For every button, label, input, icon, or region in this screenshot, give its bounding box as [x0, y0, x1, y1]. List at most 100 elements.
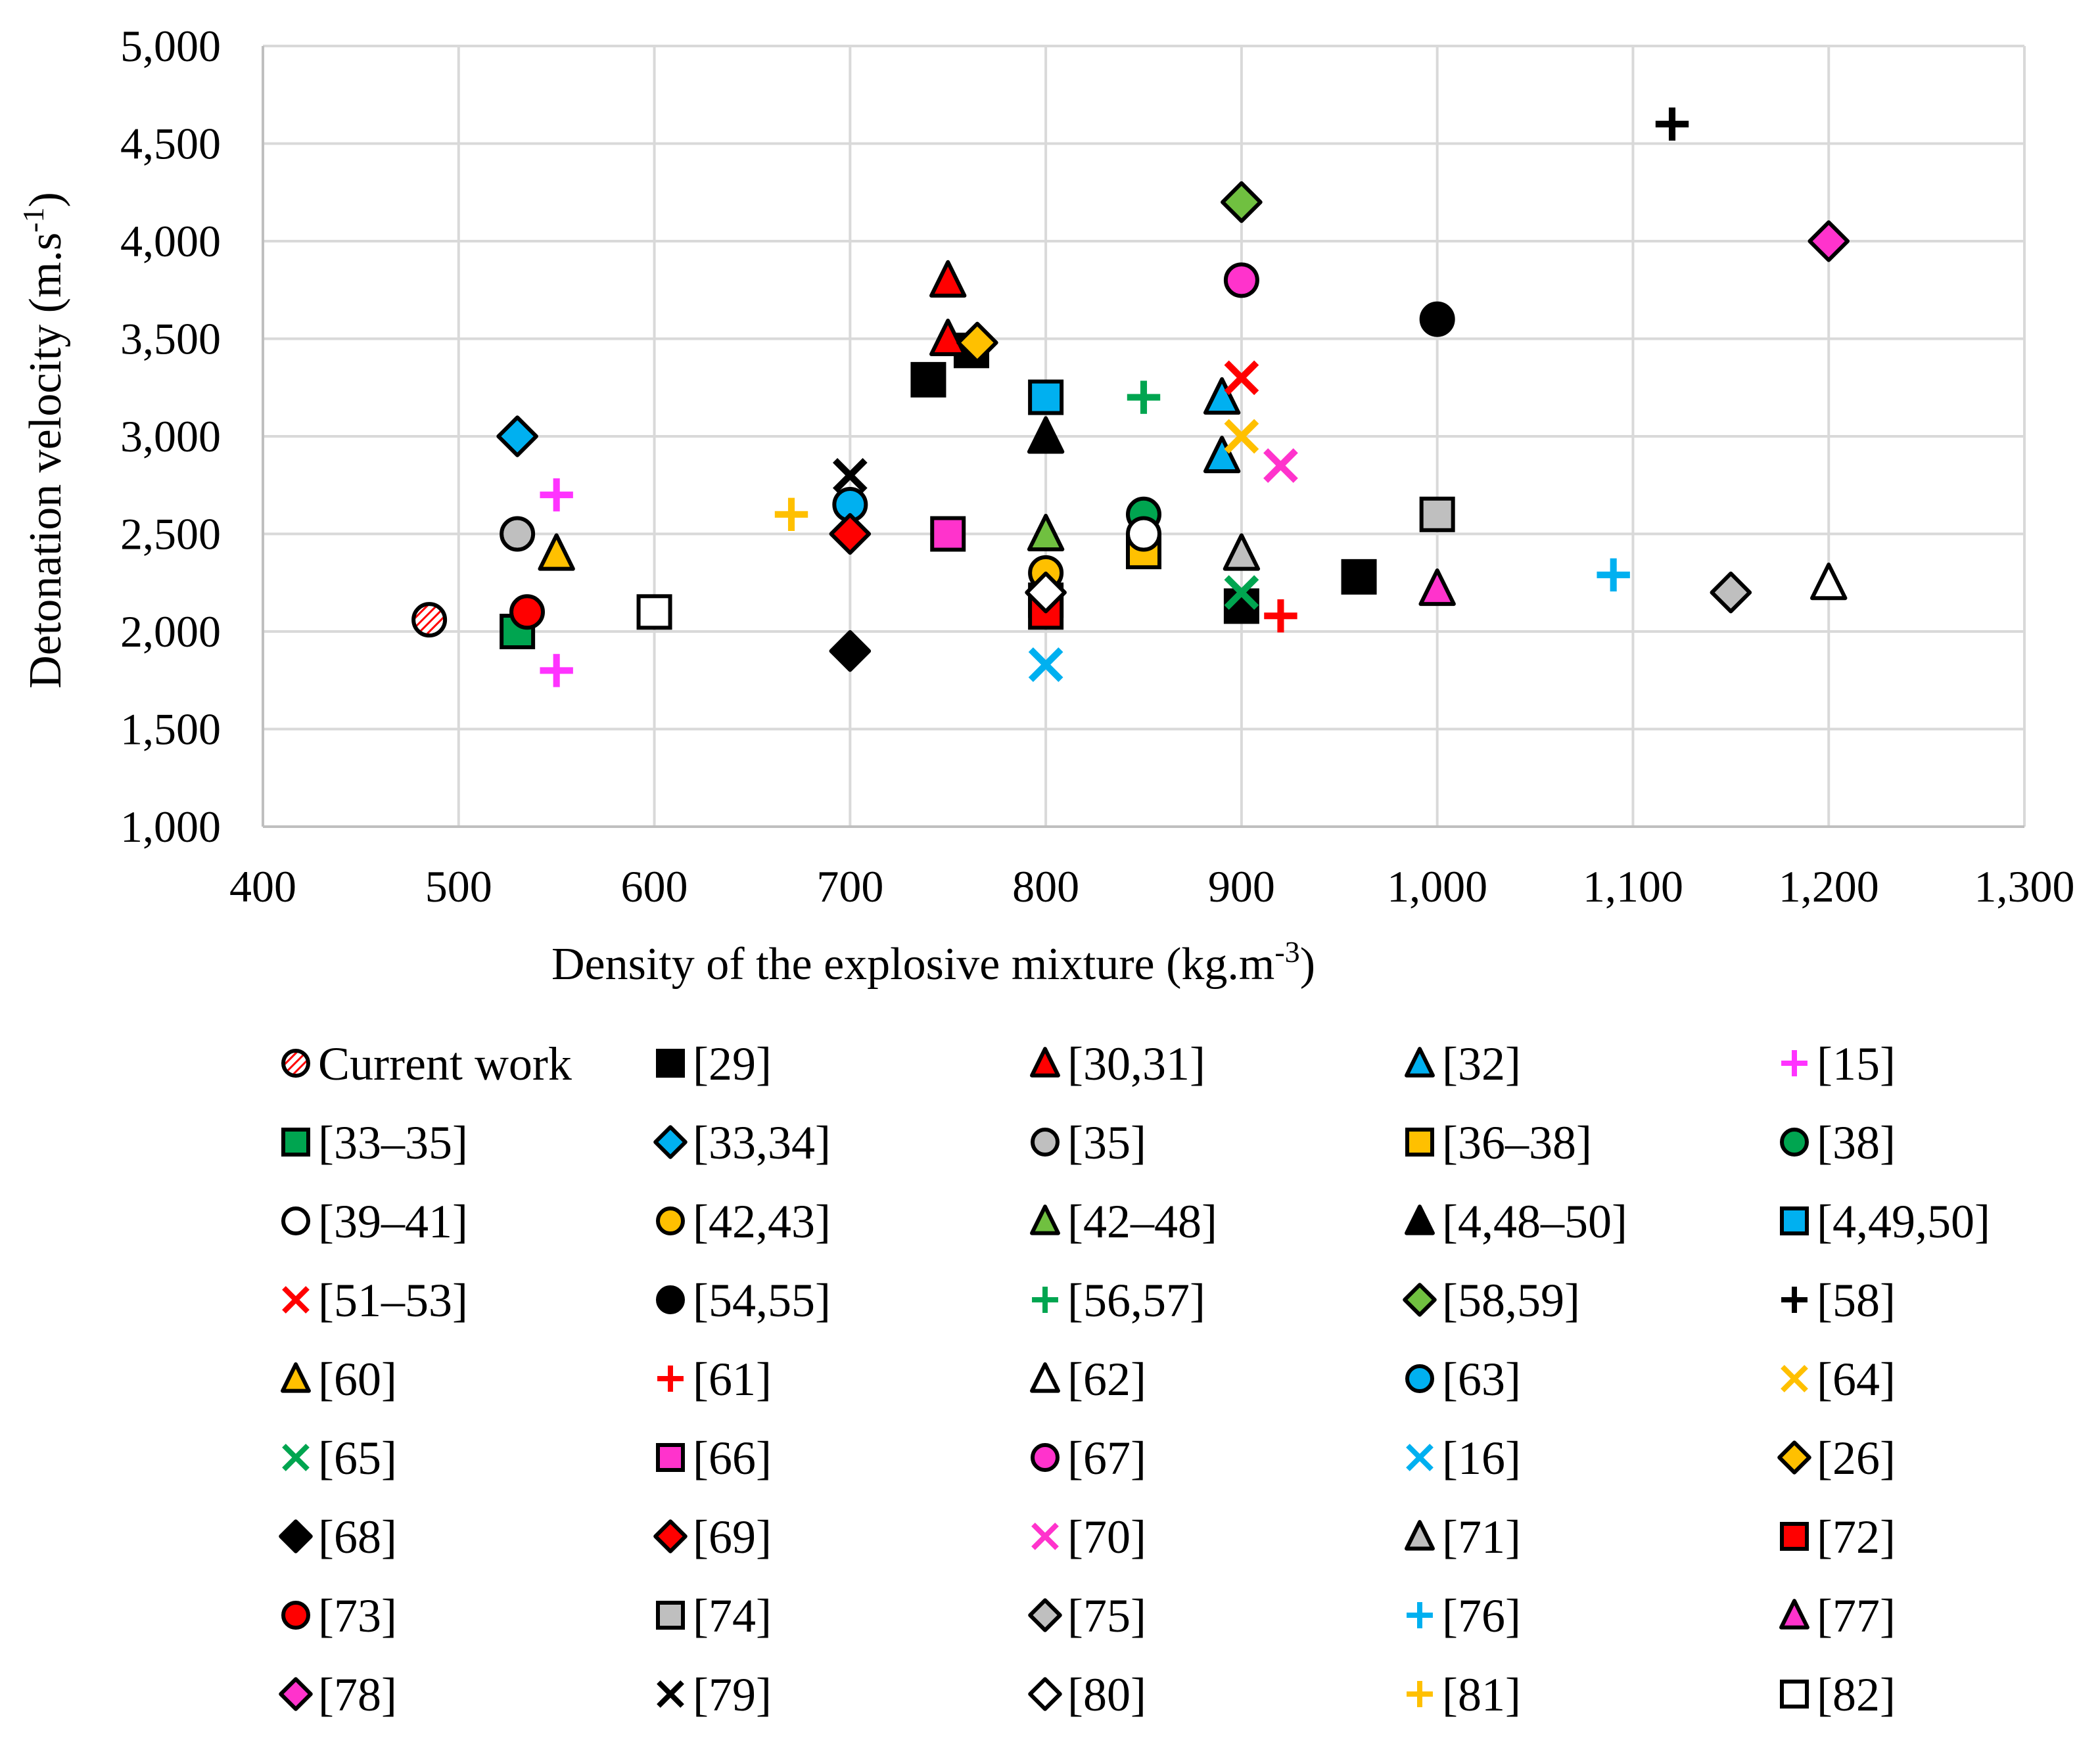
legend-marker	[281, 1601, 310, 1630]
legend-label: [82]	[1817, 1668, 1896, 1721]
data-point	[1221, 181, 1263, 223]
data-point	[1028, 379, 1064, 415]
legend-label: [79]	[693, 1668, 772, 1721]
data-point	[930, 516, 966, 552]
legend-marker	[1405, 1205, 1435, 1235]
data-point	[1419, 301, 1455, 337]
legend-marker	[282, 1286, 310, 1314]
legend-label: [72]	[1817, 1511, 1896, 1563]
legend-marker	[656, 1049, 685, 1078]
data-point	[1341, 559, 1377, 595]
legend-label: [80]	[1067, 1668, 1146, 1721]
legend-label: [16]	[1442, 1432, 1521, 1484]
data-point	[1597, 558, 1630, 592]
legend-label: [81]	[1442, 1668, 1521, 1721]
legend-marker	[1406, 1444, 1434, 1471]
legend-marker	[1032, 1287, 1058, 1313]
legend-label: [60]	[318, 1353, 397, 1406]
legend-marker	[653, 1125, 688, 1159]
legend-marker	[281, 1206, 310, 1235]
legend-label: [54,55]	[693, 1274, 831, 1327]
legend-marker	[656, 1601, 685, 1630]
legend-label: [58]	[1817, 1274, 1896, 1327]
y-tick-label: 1,000	[120, 802, 221, 852]
data-point	[1419, 496, 1455, 532]
data-point	[411, 602, 448, 638]
x-tick-label: 700	[816, 861, 883, 911]
legend-marker	[1780, 1522, 1809, 1551]
x-tick-label: 1,300	[1974, 861, 2075, 911]
legend-label: [56,57]	[1067, 1274, 1205, 1327]
legend-marker	[653, 1519, 688, 1553]
legend-marker	[1028, 1677, 1062, 1711]
legend-label: [32]	[1442, 1038, 1521, 1090]
x-tick-label: 900	[1208, 861, 1275, 911]
legend-marker	[1030, 1205, 1060, 1235]
data-point	[1655, 107, 1689, 141]
data-point	[1224, 419, 1259, 454]
data-point	[636, 594, 672, 630]
y-tick-label: 4,500	[120, 119, 221, 169]
legend-label: [65]	[318, 1432, 397, 1484]
y-tick-label: 3,000	[120, 411, 221, 461]
legend-marker	[656, 1285, 685, 1314]
data-point	[1810, 562, 1848, 601]
data-point	[1203, 377, 1241, 415]
data-point	[910, 361, 946, 398]
legend-marker	[1781, 1365, 1808, 1392]
y-tick-label: 5,000	[120, 21, 221, 71]
axes	[262, 46, 2024, 828]
y-tick-label: 1,500	[120, 704, 221, 754]
legend-marker	[1407, 1681, 1433, 1707]
data-point	[1127, 380, 1161, 414]
legend-marker	[1405, 1520, 1435, 1551]
data-point	[540, 654, 573, 687]
legend-marker	[1781, 1287, 1808, 1313]
legend-marker	[281, 1128, 310, 1157]
data-point	[829, 513, 872, 555]
legend-label: [51–53]	[318, 1274, 468, 1327]
legend-label: [70]	[1067, 1511, 1146, 1563]
y-tick-label: 4,000	[120, 216, 221, 266]
legend-label: [35]	[1067, 1116, 1146, 1169]
legend-marker	[281, 1049, 310, 1078]
data-point	[538, 533, 575, 571]
legend-marker	[1031, 1523, 1059, 1550]
data-point	[1126, 516, 1161, 552]
data-point	[1027, 513, 1065, 551]
legend-label: [67]	[1067, 1432, 1146, 1484]
y-axis-ticks: 1,000 1,500 2,000 2,500 3,000 3,500 4,000 4,500…	[120, 21, 221, 852]
legend-marker	[657, 1680, 684, 1708]
data-point	[509, 594, 545, 630]
data-point	[829, 630, 872, 672]
x-axis-label: Density of the explosive mixture (kg.m-3…	[551, 935, 1315, 990]
legend-marker	[1779, 1599, 1809, 1630]
legend-label: [29]	[693, 1038, 772, 1090]
legend-marker	[1030, 1362, 1060, 1393]
x-tick-label: 800	[1012, 861, 1079, 911]
legend-marker	[1403, 1283, 1437, 1317]
data-point	[956, 321, 998, 364]
legend-marker	[656, 1443, 685, 1472]
legend-label: [68]	[318, 1511, 397, 1563]
legend-label: Current work	[318, 1038, 572, 1090]
x-tick-label: 1,200	[1779, 861, 1879, 911]
legend-marker	[281, 1362, 311, 1393]
legend: Current work [29] [30,31] [32] [15] [33–35] [3…	[279, 1038, 1990, 1721]
data-point	[1203, 436, 1241, 474]
legend-marker	[1405, 1128, 1434, 1157]
y-tick-label: 2,500	[120, 509, 221, 559]
data-point	[1263, 448, 1298, 483]
legend-marker	[1028, 1598, 1062, 1632]
legend-marker	[656, 1206, 685, 1235]
data-point	[1418, 568, 1456, 607]
legend-marker	[1405, 1047, 1435, 1078]
legend-label: [77]	[1817, 1590, 1896, 1642]
legend-label: [75]	[1067, 1590, 1146, 1642]
legend-label: [58,59]	[1442, 1274, 1580, 1327]
legend-marker	[1405, 1364, 1434, 1393]
legend-marker	[657, 1365, 684, 1392]
legend-label: [76]	[1442, 1590, 1521, 1642]
legend-marker	[1781, 1050, 1808, 1076]
